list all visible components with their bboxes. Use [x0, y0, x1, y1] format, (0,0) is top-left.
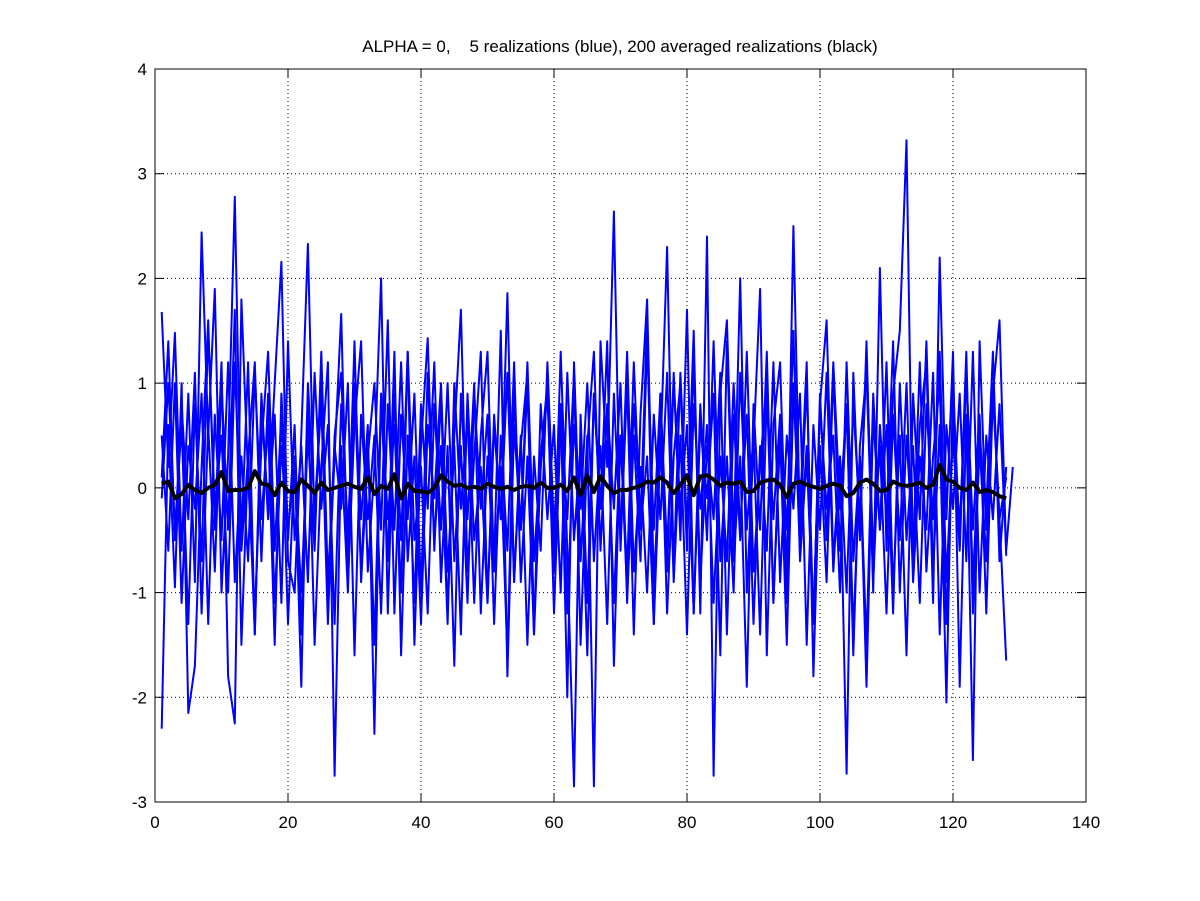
realization-line: [160, 298, 1008, 788]
y-axis: -3 -2 -1 0 1 2 3 4: [132, 60, 1086, 812]
x-axis: 0 20 40 60 80 100 120 140: [150, 69, 1100, 832]
axes-box: [154, 68, 1087, 803]
y-tick-label: 4: [138, 60, 147, 79]
y-tick-label: 0: [138, 479, 147, 498]
realization-line: [160, 329, 1008, 657]
x-tick-label: 0: [150, 813, 159, 832]
x-tick-label: 20: [279, 813, 298, 832]
x-tick-label: 80: [678, 813, 697, 832]
plot-area: [160, 139, 1014, 788]
y-tick-label: 2: [138, 269, 147, 288]
x-tick-label: 40: [412, 813, 431, 832]
y-tick-label: 3: [138, 165, 147, 184]
y-tick-label: 1: [138, 374, 147, 393]
average-line: [161, 462, 1007, 501]
x-tick-label: 140: [1072, 813, 1100, 832]
y-tick-label: -1: [132, 584, 147, 603]
y-tick-label: -2: [132, 688, 147, 707]
x-tick-label: 60: [545, 813, 564, 832]
chart-title: ALPHA = 0, 5 realizations (blue), 200 av…: [362, 37, 877, 56]
x-tick-label: 100: [806, 813, 834, 832]
x-tick-label: 120: [939, 813, 967, 832]
y-tick-label: -3: [132, 793, 147, 812]
